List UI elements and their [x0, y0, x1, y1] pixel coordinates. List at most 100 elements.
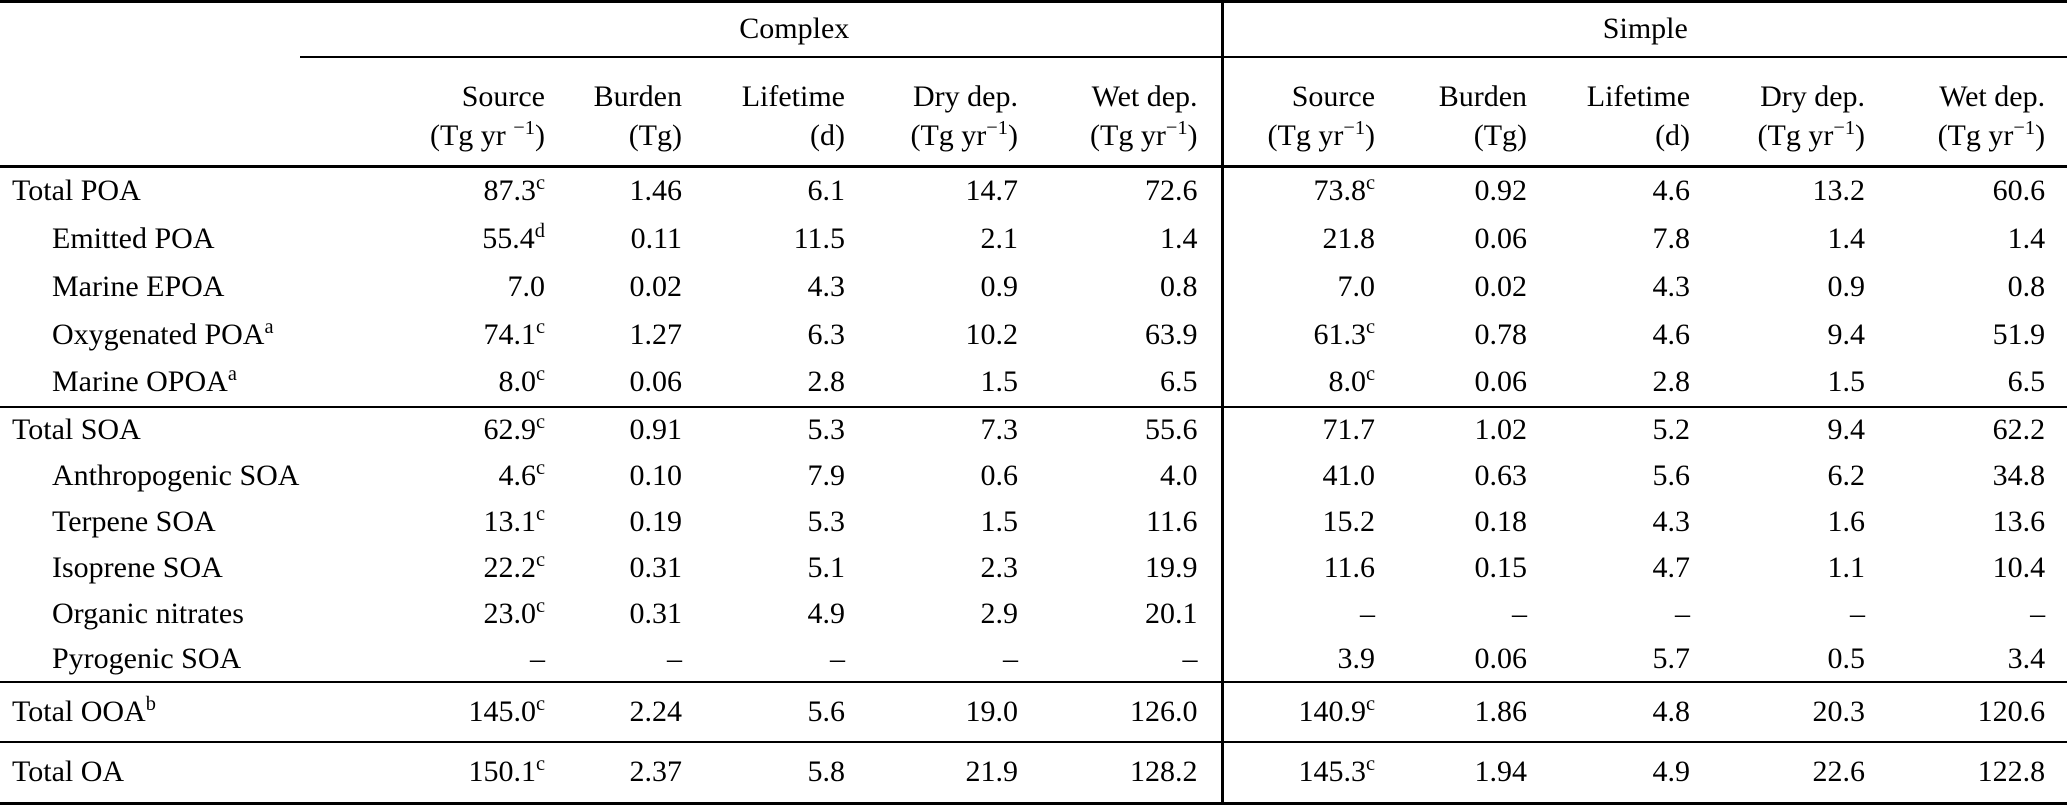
data-cell: 1.02: [1474, 413, 1528, 446]
data-cell: 11.6: [1146, 504, 1198, 538]
data-cell: 3.9: [1220, 636, 1382, 683]
data-cell: 0.9: [1827, 269, 1866, 303]
data-cell: 62.2: [1992, 413, 2046, 446]
data-cell: –: [1675, 596, 1691, 630]
data-cell: 5.2: [1652, 413, 1691, 446]
data-cell: 0.31: [629, 550, 683, 584]
data-cell: –: [688, 636, 851, 683]
col-header-complex-source: Source (Tg yr −1): [300, 56, 551, 168]
table-row-terpene-soa: Terpene SOA 13.1c 0.19 5.3 1.5 11.6 15.2…: [0, 498, 2067, 545]
data-cell: 10.4: [1992, 550, 2046, 584]
data-cell: 60.6: [1992, 174, 2046, 208]
data-cell: 1.1: [1827, 550, 1866, 584]
data-cell: 7.3: [980, 413, 1019, 446]
data-cell: 0.78: [1474, 317, 1528, 351]
data-cell: 145.3c: [1220, 741, 1382, 805]
data-cell: 6.2: [1827, 458, 1866, 492]
table-row-total-ooa: Total OOAb 145.0c 2.24 5.6 19.0 126.0 14…: [0, 681, 2067, 743]
data-cell: 4.9: [1533, 741, 1697, 805]
data-cell: 0.91: [629, 413, 683, 446]
col-header-simple-source: Source (Tg yr−1): [1220, 56, 1382, 168]
col-name: Lifetime: [741, 79, 845, 113]
row-label: Organic nitrates: [52, 596, 244, 630]
data-cell: 23.0c: [483, 594, 545, 630]
data-cell: –: [2030, 596, 2046, 630]
data-cell: 9.4: [1827, 317, 1866, 351]
col-name: Dry dep.: [1760, 79, 1866, 113]
data-cell: 22.6: [1696, 741, 1872, 805]
col-name: Wet dep.: [1939, 79, 2046, 113]
data-cell: 21.8: [1220, 214, 1382, 263]
data-cell: 6.5: [1871, 358, 2067, 408]
data-cell: 51.9: [1992, 317, 2046, 351]
data-cell: 14.7: [965, 174, 1019, 208]
data-cell: 0.92: [1474, 174, 1528, 208]
col-unit: (Tg yr −1): [429, 117, 545, 153]
row-label: Total OA: [0, 741, 300, 805]
data-cell: 0.10: [629, 458, 683, 492]
col-header-complex-drydep: Dry dep. (Tg yr−1): [851, 56, 1024, 168]
data-cell: 0.8: [1160, 269, 1198, 303]
row-label-header: [0, 56, 300, 168]
data-cell: 2.8: [688, 358, 851, 408]
data-cell: 122.8: [1871, 741, 2067, 805]
col-name: Source: [461, 79, 545, 113]
col-header-complex-burden: Burden (Tg): [551, 56, 688, 168]
data-cell: 19.9: [1145, 550, 1198, 584]
col-header-simple-drydep: Dry dep. (Tg yr−1): [1696, 56, 1872, 168]
data-cell: 120.6: [1871, 681, 2067, 743]
data-cell: 5.6: [688, 681, 851, 743]
data-cell: 4.6: [1652, 317, 1691, 351]
data-cell: –: [551, 636, 688, 683]
data-cell: 13.6: [1992, 504, 2046, 538]
data-cell: 5.6: [1652, 458, 1691, 492]
data-cell: 19.0: [851, 681, 1024, 743]
data-cell: 6.5: [1024, 358, 1223, 408]
data-cell: 2.9: [980, 596, 1019, 630]
col-unit: (Tg yr−1): [1757, 117, 1866, 153]
data-cell: 4.0: [1160, 458, 1198, 492]
col-unit: (d): [1655, 119, 1691, 153]
data-cell: 0.19: [629, 504, 683, 538]
col-unit: (Tg yr−1): [1090, 117, 1198, 153]
table-row-emitted-poa: Emitted POA 55.4d 0.11 11.5 2.1 1.4 21.8…: [0, 214, 2067, 263]
data-cell: 0.6: [980, 458, 1019, 492]
data-cell: 11.6: [1220, 544, 1382, 591]
row-label: Pyrogenic SOA: [0, 636, 300, 683]
group-header-simple: Simple: [1220, 1, 2067, 58]
data-cell: –: [1512, 596, 1528, 630]
table-row-anthropogenic-soa: Anthropogenic SOA 4.6c 0.10 7.9 0.6 4.0 …: [0, 452, 2067, 499]
data-cell: 1.86: [1381, 681, 1534, 743]
col-name: Lifetime: [1586, 79, 1691, 113]
table-row-marine-epoa: Marine EPOA 7.0 0.02 4.3 0.9 0.8 7.0 0.0…: [0, 262, 2067, 311]
corner-spacer: [0, 2, 300, 57]
data-cell: 5.7: [1533, 636, 1697, 683]
col-unit: (Tg): [628, 119, 682, 153]
data-cell: 0.18: [1474, 504, 1528, 538]
data-cell: 128.2: [1024, 741, 1223, 805]
data-cell: 10.2: [965, 317, 1019, 351]
row-label: Emitted POA: [52, 221, 215, 255]
data-cell: 3.4: [1871, 636, 2067, 683]
data-cell: 1.4: [1160, 221, 1198, 255]
col-unit: (d): [810, 119, 845, 153]
data-cell: 0.06: [1381, 358, 1534, 408]
col-unit: (Tg yr−1): [910, 117, 1018, 153]
col-name: Burden: [1438, 79, 1528, 113]
data-cell: 0.15: [1474, 550, 1528, 584]
data-cell: 1.4: [1827, 221, 1866, 255]
data-cell: 0.63: [1474, 458, 1528, 492]
data-cell: 145.0c: [300, 681, 551, 743]
row-label: Marine EPOA: [52, 269, 225, 303]
data-cell: 4.7: [1652, 550, 1691, 584]
data-cell: 1.46: [629, 174, 683, 208]
data-cell: 0.06: [1474, 221, 1528, 255]
data-cell: 9.4: [1827, 413, 1866, 446]
data-cell: 1.5: [851, 358, 1024, 408]
data-cell: 0.02: [1474, 269, 1528, 303]
data-cell: 1.27: [629, 317, 683, 351]
data-cell: 5.1: [807, 550, 846, 584]
data-cell: 5.8: [688, 741, 851, 805]
data-cell: 20.1: [1145, 596, 1198, 630]
table-row-total-soa: Total SOA 62.9c 0.91 5.3 7.3 55.6 71.7 1…: [0, 406, 2067, 453]
